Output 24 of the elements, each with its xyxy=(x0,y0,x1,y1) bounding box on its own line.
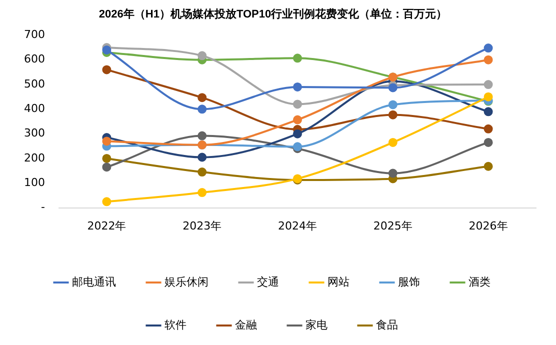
y-tick-label: - xyxy=(41,200,46,214)
x-tick-label: 2023年 xyxy=(182,219,222,232)
legend-label: 网站 xyxy=(328,276,350,289)
x-tick-label: 2026年 xyxy=(468,219,508,232)
x-tick-label: 2022年 xyxy=(87,219,126,232)
legend-label: 邮电通讯 xyxy=(72,276,116,289)
y-tick-label: 200 xyxy=(24,151,45,164)
legend-label: 交通 xyxy=(257,276,279,289)
y-tick-label: 300 xyxy=(24,126,45,140)
legend-label: 金融 xyxy=(235,320,257,332)
x-tick-label: 2024年 xyxy=(278,219,317,232)
legend-label: 酒类 xyxy=(468,276,490,289)
y-tick-label: 600 xyxy=(24,52,45,66)
x-tick-label: 2025年 xyxy=(373,219,412,232)
legend-label: 食品 xyxy=(376,320,398,332)
legend-label: 娱乐休闲 xyxy=(164,276,208,289)
legend-label: 服饰 xyxy=(398,276,420,289)
chart-title: 2026年（H1）机场媒体投放TOP10行业刊例花费变化（单位：百万元） xyxy=(98,8,448,21)
y-tick-label: 400 xyxy=(24,102,45,116)
legend-label: 软件 xyxy=(164,320,186,332)
y-tick-label: 500 xyxy=(24,77,45,90)
y-tick-label: 700 xyxy=(24,28,45,42)
legend-label: 家电 xyxy=(306,318,328,332)
y-tick-label: 100 xyxy=(24,176,45,189)
